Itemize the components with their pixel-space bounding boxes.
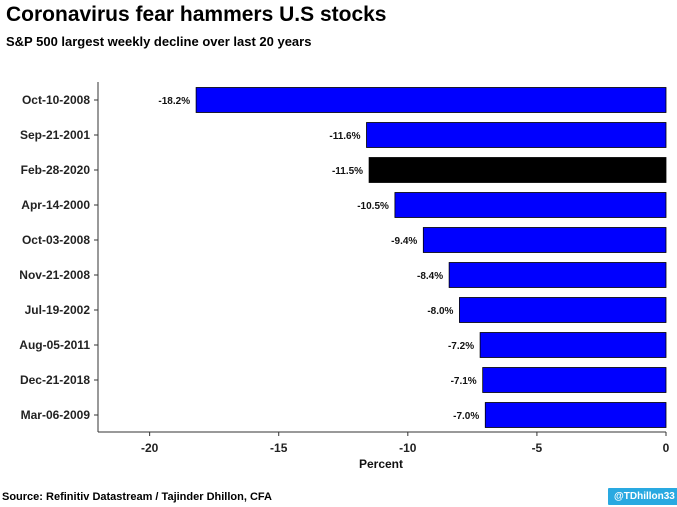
source-note: Source: Refinitiv Datastream / Tajinder … <box>2 491 272 503</box>
category-label: Feb-28-2020 <box>21 163 91 177</box>
data-label: -8.0% <box>427 306 453 317</box>
data-label: -7.0% <box>453 411 479 422</box>
x-axis-title: Percent <box>359 457 403 471</box>
bar-chart: -20 -15 -10 -5 0 Percent Oct-10-2008 -18.2% Sep… <box>19 82 670 471</box>
x-tick-label: -20 <box>141 441 159 455</box>
category-label: Jul-19-2002 <box>25 303 91 317</box>
category-label: Dec-21-2018 <box>20 373 90 387</box>
bar-nov-21-2008 <box>448 262 667 288</box>
x-tick-label: -10 <box>399 441 417 455</box>
data-label: -8.4% <box>417 271 443 282</box>
x-tick-label: -5 <box>532 441 543 455</box>
data-label: -11.5% <box>332 166 363 177</box>
author-handle-badge: @TDhillon33 <box>608 488 677 505</box>
bar-apr-14-2000 <box>394 192 667 218</box>
bar-dec-21-2018 <box>482 367 667 393</box>
category-label: Oct-10-2008 <box>22 93 90 107</box>
chart-labels: Oct-10-2008 -18.2% Sep-21-2001 -11.6% Feb-28… <box>19 93 479 422</box>
category-label: Nov-21-2008 <box>19 268 90 282</box>
chart-axes: -20 -15 -10 -5 0 Percent <box>94 82 670 471</box>
bar-aug-05-2011 <box>479 332 667 358</box>
data-label: -7.1% <box>451 376 477 387</box>
category-label: Oct-03-2008 <box>22 233 90 247</box>
chart-title: Coronavirus fear hammers U.S stocks <box>6 3 387 26</box>
category-label: Sep-21-2001 <box>20 128 90 142</box>
chart-bars <box>195 87 667 428</box>
chart-subtitle: S&P 500 largest weekly decline over last… <box>6 34 312 49</box>
bar-oct-10-2008 <box>195 87 667 113</box>
x-tick-label: 0 <box>663 441 670 455</box>
bar-mar-06-2009 <box>484 402 667 428</box>
category-label: Aug-05-2011 <box>19 338 90 352</box>
bar-jul-19-2002 <box>459 297 667 323</box>
bar-sep-21-2001 <box>366 122 667 148</box>
data-label: -7.2% <box>448 341 474 352</box>
data-label: -18.2% <box>158 96 190 107</box>
bar-feb-28-2020 <box>368 157 667 183</box>
category-label: Apr-14-2000 <box>21 198 90 212</box>
data-label: -10.5% <box>357 201 389 212</box>
bar-oct-03-2008 <box>422 227 667 253</box>
data-label: -9.4% <box>391 236 417 247</box>
category-label: Mar-06-2009 <box>21 408 91 422</box>
data-label: -11.6% <box>329 131 360 142</box>
x-tick-label: -15 <box>270 441 288 455</box>
